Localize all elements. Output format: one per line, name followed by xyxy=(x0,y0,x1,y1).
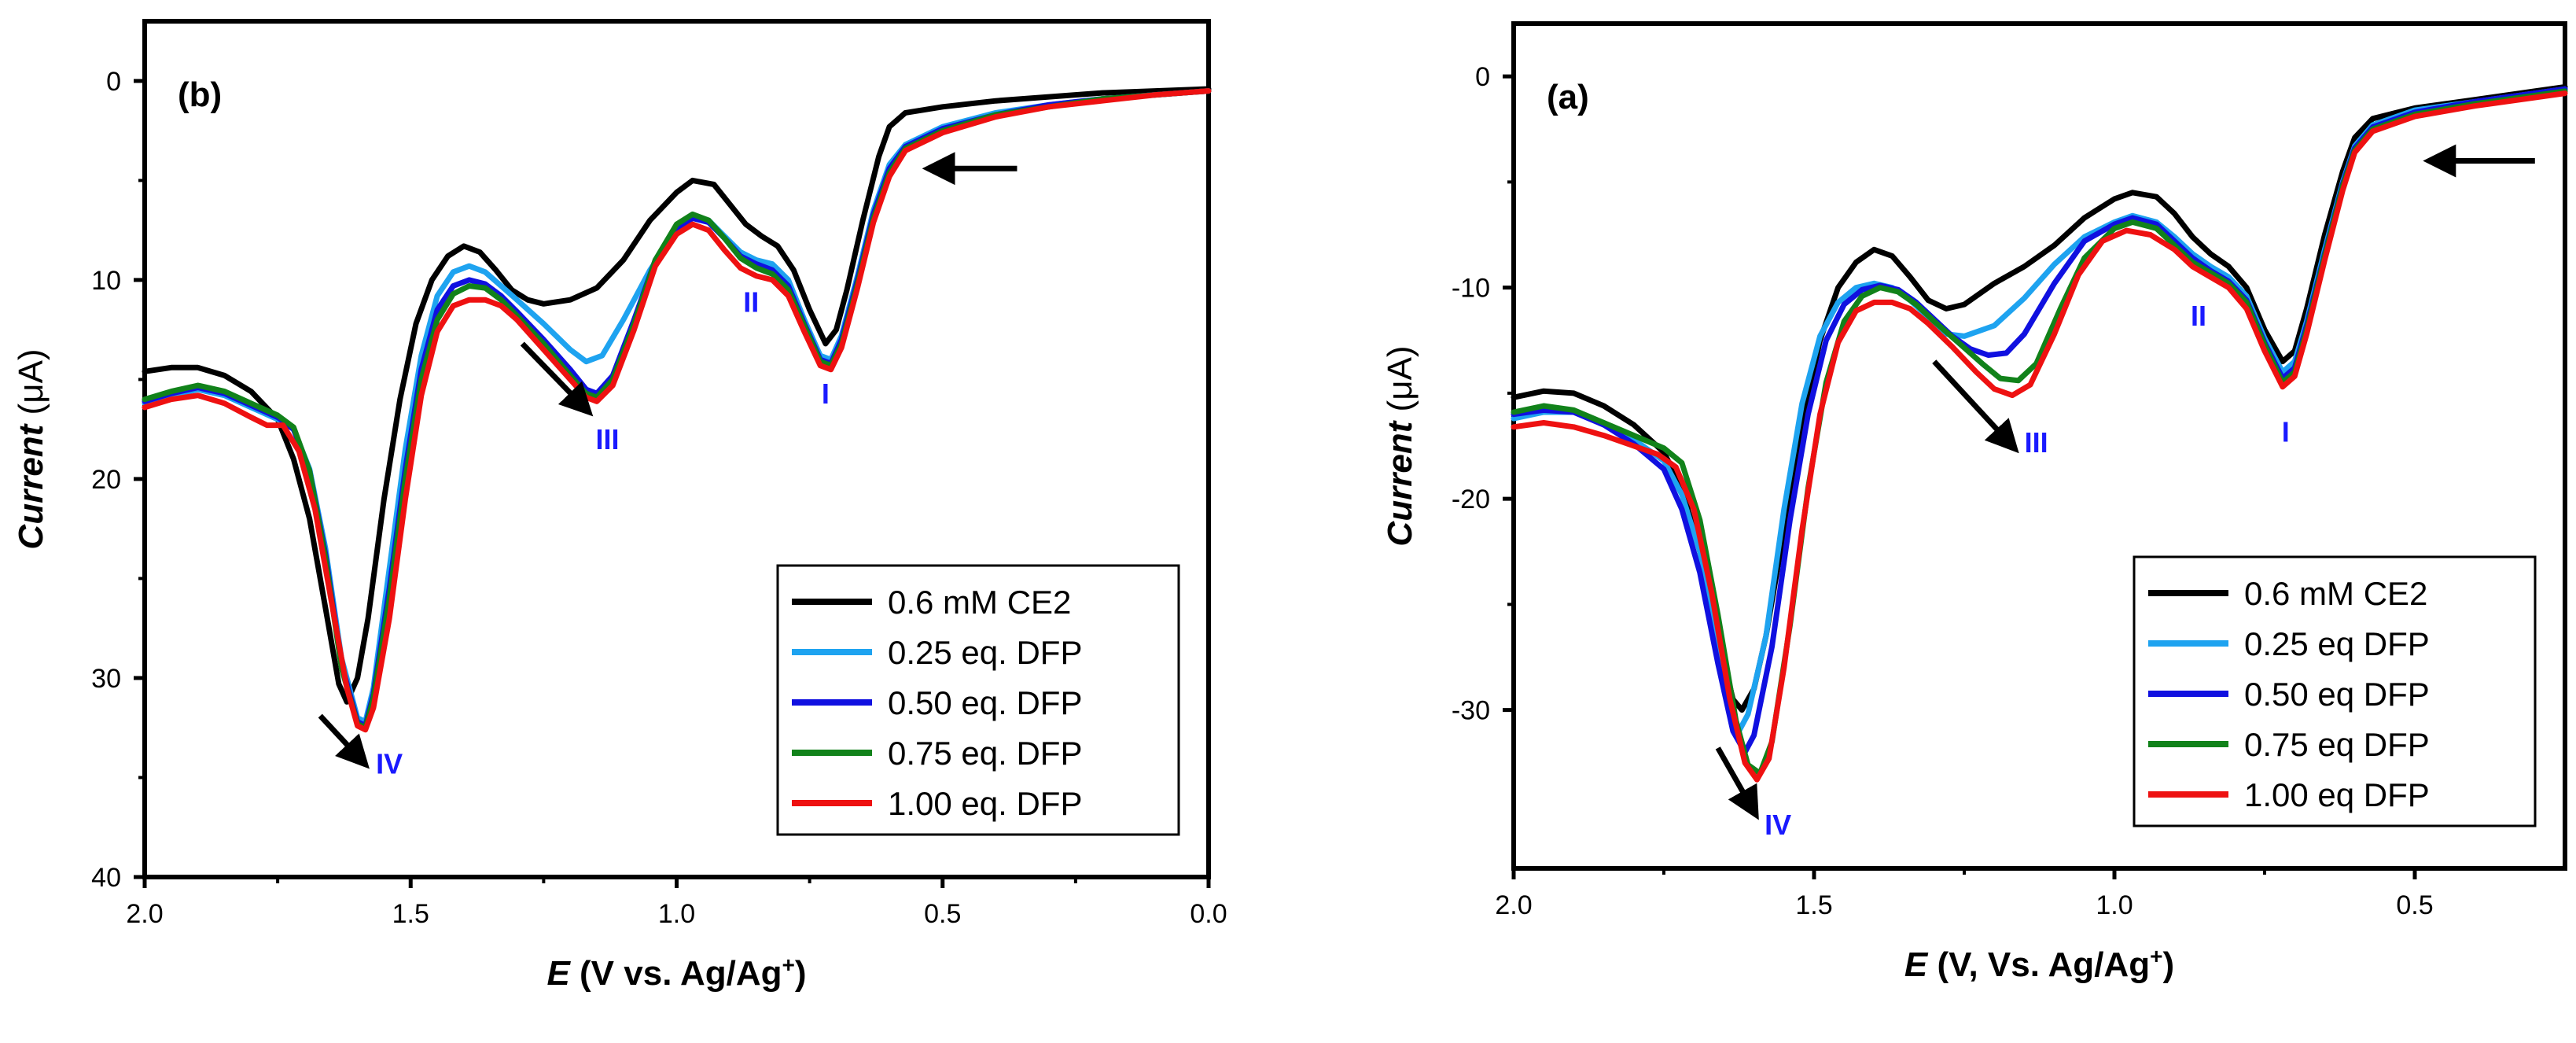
peak-label: IV xyxy=(1765,809,1791,841)
x-tick-label: 1.0 xyxy=(658,899,695,929)
chart-panel-b: 2.0 1.5 1.0 0.5 0.0 0 10 20 30 40 E (V vs. Ag/Ag+)… xyxy=(12,19,1227,993)
peak-label: III xyxy=(2025,426,2048,459)
legend-box xyxy=(776,564,1180,836)
series-line-5 xyxy=(1511,90,2568,783)
y-axis-title: Current (μA) xyxy=(12,348,50,549)
x-axis-title: E (V vs. Ag/Ag+) xyxy=(546,953,806,993)
y-tick-label: 30 xyxy=(91,664,121,694)
x-tick-label: 1.5 xyxy=(392,899,429,929)
peak-label: II xyxy=(743,286,759,318)
legend-entry: 0.25 eq DFP xyxy=(2244,625,2430,662)
annotation-arrow xyxy=(520,341,594,417)
x-tick-label: 0.5 xyxy=(2396,890,2433,920)
annotation-arrow xyxy=(318,713,370,769)
x-tick-label: 1.0 xyxy=(2096,890,2133,920)
legend-entry: 0.50 eq. DFP xyxy=(888,684,1082,721)
y-tick-label: 20 xyxy=(91,465,121,495)
y-tick-label: 0 xyxy=(106,67,121,97)
annotation-arrow xyxy=(1715,746,1759,820)
legend-entry: 0.75 eq DFP xyxy=(2244,726,2430,763)
legend-entry: 1.00 eq. DFP xyxy=(888,785,1082,822)
series-line-1 xyxy=(142,86,1212,705)
legend-entry: 0.6 mM CE2 xyxy=(888,584,1071,621)
x-tick-label: 2.0 xyxy=(1495,890,1532,920)
y-axis-title: Current (μA) xyxy=(1381,345,1419,546)
y-tick-label: 40 xyxy=(91,863,121,893)
peak-label: IV xyxy=(376,747,403,779)
legend-entry: 0.25 eq. DFP xyxy=(888,634,1082,671)
y-tick-label: -30 xyxy=(1452,696,1490,726)
peak-label: III xyxy=(596,423,620,455)
x-tick-label: 0.0 xyxy=(1190,899,1227,929)
x-tick-label: 0.5 xyxy=(924,899,961,929)
peak-label: II xyxy=(2191,300,2206,332)
legend-entry: 0.75 eq. DFP xyxy=(888,735,1082,772)
peak-label: I xyxy=(822,378,830,410)
panel-label: (a) xyxy=(1547,78,1589,116)
plot-frame xyxy=(1511,21,2567,871)
y-tick-label: 0 xyxy=(1475,62,1490,92)
y-tick-label: -10 xyxy=(1452,274,1490,304)
chart-panel-a: 2.0 1.5 1.0 0.5 0 -10 -20 -30 E (V, Vs. Ag/Ag+) C… xyxy=(1381,21,2568,984)
legend-entry: 1.00 eq DFP xyxy=(2244,776,2430,813)
x-tick-label: 1.5 xyxy=(1795,890,1832,920)
x-axis-title: E (V, Vs. Ag/Ag+) xyxy=(1904,944,2174,984)
annotation-arrow xyxy=(1932,359,2019,454)
y-tick-label: 10 xyxy=(91,266,121,296)
panel-label: (b) xyxy=(178,76,222,114)
y-tick-label: -20 xyxy=(1452,485,1490,514)
peak-label: I xyxy=(2282,416,2290,448)
legend-entry: 0.6 mM CE2 xyxy=(2244,575,2427,612)
x-tick-label: 2.0 xyxy=(126,899,163,929)
legend-entry: 0.50 eq DFP xyxy=(2244,676,2430,713)
